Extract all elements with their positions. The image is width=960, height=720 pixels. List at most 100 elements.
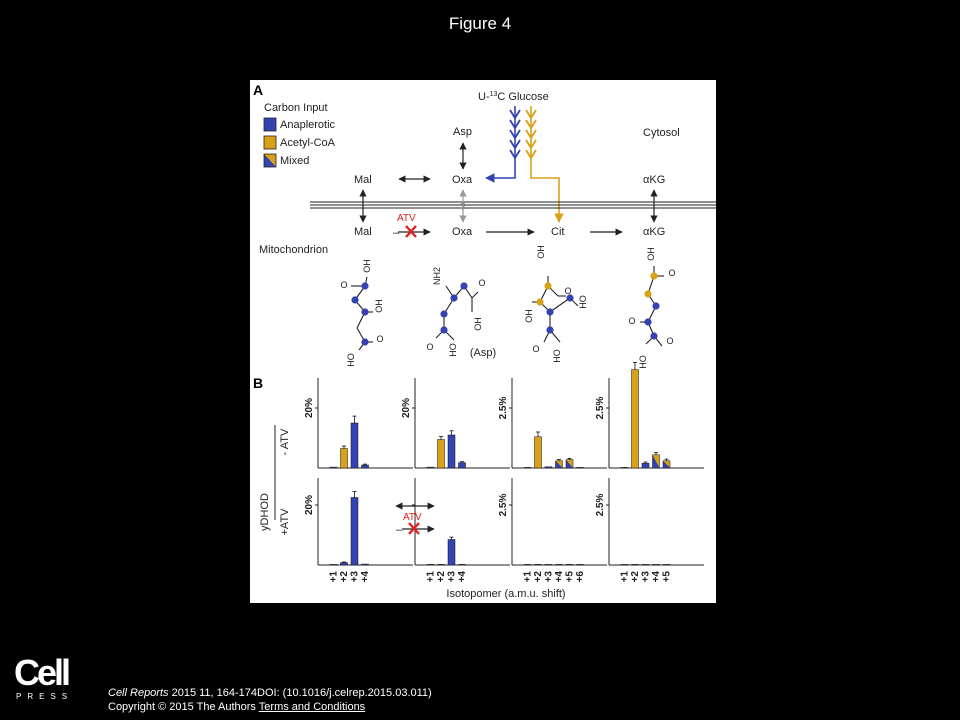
chart-plus-atv-2-bar-+1: [523, 564, 532, 566]
chart-plus-atv-2-tick-+5: +5: [565, 571, 576, 583]
chart-minus-atv-2-scale-label: 2.5%: [498, 396, 509, 419]
aspartate-structure-carbon-0: [460, 282, 468, 290]
panel-b-label: B: [253, 375, 263, 391]
node-mal-cytosol: Mal: [354, 174, 372, 186]
chart-minus-atv-2-bar-+5: [565, 459, 574, 469]
citrate-structure-label-2: OH: [524, 309, 534, 323]
legend-title: Carbon Input: [264, 102, 328, 114]
chart-plus-atv-2-bar-+6: [576, 564, 584, 566]
chart-plus-atv-0-tick-+3: +3: [350, 571, 361, 583]
node-akg-mito: αKG: [643, 226, 665, 238]
node-asp: Asp: [453, 126, 472, 138]
asp-structure-label: (Asp): [470, 347, 496, 359]
legend-swatch-anaplerotic: [263, 117, 277, 132]
figure-svg: A Carbon Input Anaplerotic Acetyl-CoA Mi…: [253, 82, 716, 600]
inset-block-icon: [408, 522, 420, 535]
chart-plus-atv-3-tick-+5: +5: [662, 571, 673, 583]
chart-minus-atv-0-bar-+4: [361, 464, 369, 469]
chart-minus-atv-3-bar-+3: [641, 462, 650, 469]
chart-plus-atv-0-bar-+1: [329, 564, 338, 566]
chart-plus-atv-3-bar-+3: [641, 564, 650, 566]
akg-structure-carbon-1: [644, 290, 652, 298]
node-mal-mito: Mal: [354, 226, 372, 238]
chart-minus-atv-2-bar-+2: [534, 436, 542, 469]
glucose-label: U-13C Glucose: [478, 91, 549, 103]
legend-label-acetyl-coa: Acetyl-CoA: [280, 137, 336, 149]
mitochondrion-label: Mitochondrion: [259, 244, 328, 256]
malate-structure-label-0: O: [340, 280, 347, 290]
chart-minus-atv-1-bar-+1: [426, 466, 435, 469]
chart-plus-atv-0-tick-+4: +4: [360, 571, 371, 583]
chart-minus-atv-1-bar-+4: [458, 462, 466, 469]
logo-sub: PRESS: [16, 692, 74, 701]
citrate-structure-label-1: O: [564, 286, 571, 296]
aspartate-structure-bond-3: [471, 291, 479, 299]
chart-plus-atv-2-bar-+5: [565, 564, 574, 566]
legend-swatch-mixed: [263, 153, 277, 168]
aspartate-structure-label-4: HO: [448, 343, 458, 357]
malate-structure: O OH OH HO O: [340, 259, 384, 367]
figure-panel: A Carbon Input Anaplerotic Acetyl-CoA Mi…: [250, 80, 716, 603]
node-akg-cytosol: αKG: [643, 174, 665, 186]
row-label-plus-atv: +ATV: [279, 508, 291, 536]
chart-plus-atv-2-tick-+4: +4: [554, 571, 565, 583]
journal-name: Cell Reports: [108, 687, 169, 699]
atv-label-a: ATV: [397, 213, 416, 224]
akg-structure-carbon-3: [644, 318, 652, 326]
chart-plus-atv-0-tick-+2: +2: [339, 571, 350, 583]
akg-structure-label-2: O: [628, 316, 635, 326]
chart-minus-atv-3-bar-+4: [652, 454, 660, 469]
chart-minus-atv-3: 2.5%: [595, 361, 704, 469]
chart-minus-atv-1-bar-+2: [437, 439, 445, 469]
chart-minus-atv-0-scale-label: 20%: [304, 398, 315, 418]
citrate-structure-carbon-2: [546, 308, 554, 316]
citrate-structure-label-4: O: [532, 344, 539, 354]
atv-minus-b: –: [396, 524, 403, 536]
akg-structure-label-3: HO: [638, 355, 648, 369]
chart-plus-atv-1-bar-+1: [426, 564, 435, 566]
chart-plus-atv-1-tick-+4: +4: [457, 571, 468, 583]
chart-minus-atv-1-bar-+3: [447, 434, 456, 469]
copyright-line: Copyright © 2015 The Authors Terms and C…: [108, 700, 432, 714]
legend-label-anaplerotic: Anaplerotic: [280, 119, 336, 131]
node-oxa-cytosol: Oxa: [452, 174, 473, 186]
chart-plus-atv-2: 2.5% +1 +2 +3 +4 +5 +6: [498, 478, 607, 582]
malate-structure-carbon-2: [361, 308, 369, 316]
chart-plus-atv-0-scale-label: 20%: [304, 495, 315, 515]
chart-minus-atv-0-bar-+3: [350, 422, 359, 469]
terms-link[interactable]: Terms and Conditions: [258, 701, 366, 713]
node-cit: Cit: [551, 226, 564, 238]
atv-inset: ATV –: [395, 502, 435, 536]
aspartate-structure-label-2: OH: [473, 317, 483, 331]
citrate-structure-label-3: HO: [578, 295, 588, 309]
logo-word: Cell: [14, 652, 71, 693]
citrate-structure-bond-6: [549, 297, 571, 313]
chart-plus-atv-1-tick-+3: +3: [447, 571, 458, 583]
akg-structure-label-4: O: [666, 336, 673, 346]
chart-plus-atv-1-bar-+2: [437, 564, 445, 566]
oxa-transport-question: ?: [460, 202, 466, 213]
chart-plus-atv-3-tick-+2: +2: [630, 571, 641, 583]
citrate-structure-label-0: OH: [536, 245, 546, 259]
chart-minus-atv-1-scale-label: 20%: [401, 398, 412, 418]
aspartate-structure-carbon-2: [440, 310, 448, 318]
akg-structure-label-1: O: [668, 268, 675, 278]
chart-minus-atv-2-bar-+3: [544, 466, 553, 469]
malate-structure-carbon-3: [361, 338, 369, 346]
chart-plus-atv-3-tick-+1: +1: [620, 571, 631, 583]
chart-plus-atv-1: +1 +2 +3 +4: [412, 478, 510, 582]
chart-minus-atv-2-bar-+1: [523, 467, 532, 469]
chart-plus-atv-3-tick-+4: +4: [651, 571, 662, 583]
akg-structure-carbon-0: [650, 272, 658, 280]
chart-minus-atv-0: 20%: [304, 378, 413, 469]
citation: Cell Reports 2015 11, 164-174DOI: (10.10…: [108, 686, 432, 714]
citrate-structure-carbon-1: [536, 298, 544, 306]
citation-line: Cell Reports 2015 11, 164-174DOI: (10.10…: [108, 686, 432, 700]
citrate-structure-carbon-4: [546, 326, 554, 334]
node-oxa-mito: Oxa: [452, 226, 473, 238]
chart-plus-atv-3-bar-+1: [620, 564, 629, 566]
chart-plus-atv-2-tick-+2: +2: [533, 571, 544, 583]
chart-plus-atv-2-bar-+3: [544, 564, 553, 566]
malate-structure-carbon-1: [351, 296, 359, 304]
